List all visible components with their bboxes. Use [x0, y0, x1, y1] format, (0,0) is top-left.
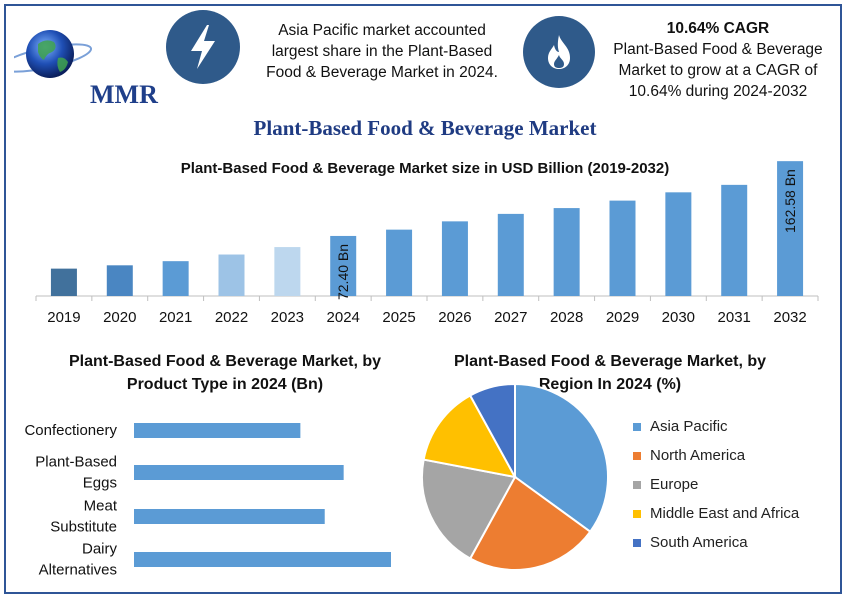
region-highlight-line: largest share in the Plant-Based [271, 43, 493, 60]
legend-item: North America [633, 441, 799, 470]
product-category-label: Alternatives [39, 562, 117, 579]
bar-2027 [497, 213, 524, 296]
product-type-bar-chart: Confectionery Plant-Based Eggs Meat Substitu… [24, 422, 391, 579]
product-category-label: Eggs [83, 475, 117, 492]
pie-slice [422, 394, 517, 479]
legend-item: South America [633, 528, 799, 557]
cagr-highlight-text: 10.64% CAGR Plant-Based Food & Beverage … [600, 18, 836, 102]
product-type-chart-title: Plant-Based Food & Beverage Market, by P… [40, 350, 410, 396]
bar-2021 [162, 261, 189, 296]
x-tick-label: 2029 [606, 309, 639, 326]
bar-2020 [106, 265, 133, 296]
legend-label: Asia Pacific [650, 418, 728, 435]
product-category-label: Dairy [82, 541, 118, 558]
bar-2032 [777, 161, 804, 296]
x-tick-label: 2019 [47, 309, 80, 326]
product-category-label: Meat [84, 498, 118, 515]
legend-swatch [633, 480, 641, 489]
x-tick-label: 2020 [103, 309, 136, 326]
data-label-2024: 72.40 Bn [335, 244, 351, 300]
bar-2025 [386, 229, 413, 296]
legend-swatch [633, 509, 641, 518]
region-pie-chart [421, 382, 609, 571]
product-category-label: Plant-Based [35, 454, 117, 471]
x-tick-label: 2028 [550, 309, 583, 326]
x-tick-label: 2026 [438, 309, 471, 326]
pie-slice [514, 382, 609, 534]
x-tick-label: 2025 [382, 309, 415, 326]
bar-2028 [553, 208, 580, 296]
region-title-line: Region In 2024 (%) [538, 376, 682, 393]
bar-2029 [609, 200, 636, 296]
pie-slice [468, 382, 516, 478]
main-title: Plant-Based Food & Beverage Market [253, 116, 597, 140]
region-legend: Asia Pacific North America Europe Middle Ea… [633, 412, 799, 557]
legend-label: Europe [650, 476, 699, 493]
bar-2031 [721, 184, 748, 296]
bar-2024 [330, 235, 357, 296]
x-tick-label: 2023 [271, 309, 304, 326]
bar-2023 [274, 247, 301, 296]
x-tick-label: 2024 [327, 309, 360, 326]
cagr-highlight-line: Market to grow at a CAGR of [618, 62, 818, 79]
x-tick-label: 2021 [159, 309, 192, 326]
legend-swatch [633, 451, 641, 460]
x-tick-label: 2031 [718, 309, 751, 326]
cagr-highlight-line: 10.64% during 2024-2032 [628, 83, 808, 100]
bar-2022 [218, 254, 245, 296]
region-highlight-line: Asia Pacific market accounted [278, 22, 486, 39]
legend-label: South America [650, 534, 748, 551]
region-highlight-text: Asia Pacific market accounted largest sh… [250, 20, 514, 83]
product-type-title-line: Product Type in 2024 (Bn) [126, 376, 324, 393]
market-size-bar-chart: 2019 2020 2021 2022 2023 2024 72.40 Bn 2025 2026… [35, 161, 819, 326]
product-category-label: Substitute [50, 519, 117, 536]
x-tick-label: 2032 [773, 309, 806, 326]
legend-item: Asia Pacific [633, 412, 799, 441]
product-category-label: Confectionery [24, 422, 117, 439]
region-title-line: Plant-Based Food & Beverage Market, by [453, 353, 767, 370]
x-tick-label: 2022 [215, 309, 248, 326]
product-bar [134, 509, 325, 524]
product-bar [134, 423, 301, 438]
product-bar [134, 552, 391, 567]
market-size-chart-title: Plant-Based Food & Beverage Market size … [180, 160, 670, 177]
legend-item: Europe [633, 470, 799, 499]
data-label-2032: 162.58 Bn [782, 169, 798, 233]
flame-icon [523, 16, 595, 88]
legend-swatch [633, 538, 641, 547]
legend-label: Middle East and Africa [650, 505, 800, 522]
bar-2026 [441, 221, 468, 296]
bar-2019 [50, 268, 77, 296]
legend-swatch [633, 422, 641, 431]
mmr-logo: MMR [0, 22, 159, 109]
region-highlight-line: Food & Beverage Market in 2024. [266, 64, 498, 81]
pie-slice [421, 458, 517, 560]
region-chart-title: Plant-Based Food & Beverage Market, by R… [420, 350, 800, 396]
pie-slice [468, 475, 592, 571]
lightning-bolt-icon [166, 10, 240, 84]
legend-label: North America [650, 447, 746, 464]
product-bar [134, 465, 344, 480]
bar-2030 [665, 192, 692, 296]
x-tick-label: 2027 [494, 309, 527, 326]
legend-item: Middle East and Africa [633, 499, 799, 528]
globe-icon [0, 30, 93, 78]
cagr-title: 10.64% CAGR [666, 20, 770, 37]
cagr-highlight-line: Plant-Based Food & Beverage [613, 41, 823, 58]
product-type-title-line: Plant-Based Food & Beverage Market, by [68, 353, 382, 370]
infographic-frame [4, 4, 842, 594]
x-tick-label: 2030 [662, 309, 695, 326]
logo-text: MMR [90, 80, 158, 109]
